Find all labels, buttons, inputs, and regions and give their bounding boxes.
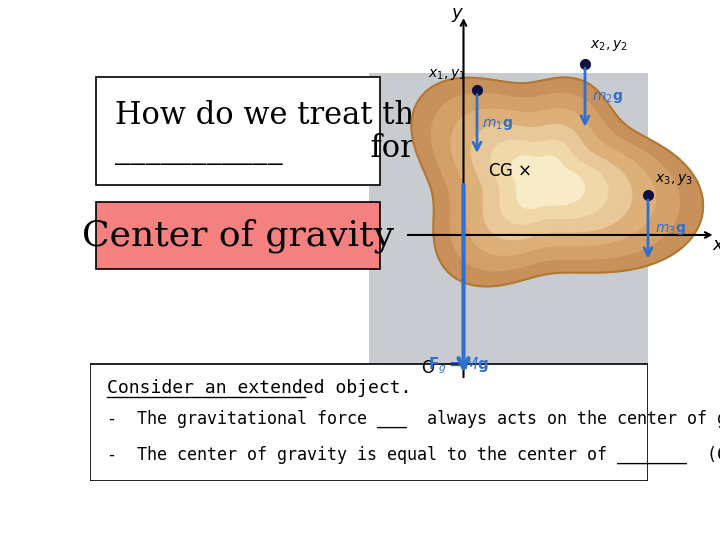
Text: y: y	[452, 4, 462, 22]
Polygon shape	[431, 93, 680, 271]
Text: O: O	[421, 359, 434, 377]
Text: x: x	[713, 236, 720, 254]
Polygon shape	[411, 77, 703, 287]
Text: $x_3, y_3$: $x_3, y_3$	[655, 172, 693, 187]
Text: $m_2\mathbf{g}$: $m_2\mathbf{g}$	[593, 91, 623, 105]
Text: -  The gravitational force ___  always acts on the center of gravity!: - The gravitational force ___ always act…	[107, 410, 720, 428]
FancyBboxPatch shape	[369, 73, 648, 364]
Text: $x_1, y_1$: $x_1, y_1$	[428, 67, 465, 82]
Polygon shape	[451, 109, 656, 255]
FancyBboxPatch shape	[96, 77, 380, 185]
Text: ___________         force?: ___________ force?	[115, 133, 467, 165]
Text: CG $\times$: CG $\times$	[488, 162, 531, 180]
Text: -  The center of gravity is equal to the center of _______  (Ch. 9.2).: - The center of gravity is equal to the …	[107, 446, 720, 463]
Polygon shape	[472, 125, 631, 240]
Text: How do we treat the: How do we treat the	[115, 100, 432, 131]
Text: $x_2, y_2$: $x_2, y_2$	[590, 38, 627, 53]
Text: $\mathbf{F}_g = M\mathbf{g}$: $\mathbf{F}_g = M\mathbf{g}$	[428, 355, 489, 376]
FancyBboxPatch shape	[90, 364, 648, 481]
Text: Center of gravity: Center of gravity	[82, 218, 394, 253]
Polygon shape	[491, 140, 608, 224]
FancyBboxPatch shape	[96, 202, 380, 268]
Text: $m_1\mathbf{g}$: $m_1\mathbf{g}$	[482, 117, 513, 132]
Text: Consider an extended object.: Consider an extended object.	[107, 379, 411, 397]
Polygon shape	[511, 156, 584, 208]
Text: $m_3\mathbf{g}$: $m_3\mathbf{g}$	[655, 222, 686, 237]
